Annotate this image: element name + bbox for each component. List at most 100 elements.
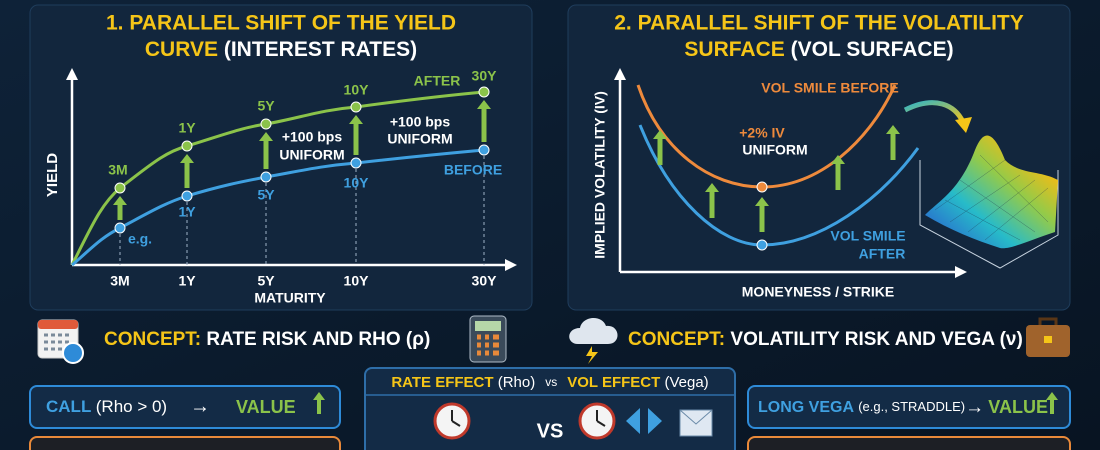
up-arrow [831, 155, 845, 190]
axis-arrow [505, 259, 517, 271]
effect-box [747, 436, 1071, 450]
point [181, 140, 193, 152]
axis-arrow [614, 68, 626, 80]
envelope-icon [679, 409, 713, 437]
effect-arrow: → [190, 395, 210, 417]
transition-arrow-head [955, 117, 972, 133]
clock [62, 342, 84, 364]
x-tick-label: 1Y [178, 273, 196, 289]
point [114, 222, 126, 234]
calculator-icon [469, 315, 507, 363]
yield-panel [29, 4, 533, 311]
clock-icon [578, 402, 616, 440]
effect-condition: (Rho > 0) [96, 397, 167, 416]
clock-icon [433, 402, 471, 440]
concept-label: CONCEPT: [628, 329, 725, 350]
x-tick-label: 5Y [257, 273, 275, 289]
envelope-flap [679, 409, 713, 425]
effect-box [747, 385, 1071, 429]
point [350, 157, 362, 169]
effect-name: CALL [46, 397, 91, 416]
effect-condition: (e.g., STRADDLE) [858, 399, 965, 414]
concept-label: CONCEPT: [104, 329, 201, 350]
axis-arrow [955, 266, 967, 278]
point-label: e.g. [128, 231, 152, 247]
up-arrow [653, 130, 667, 165]
up-arrow [113, 196, 127, 220]
guide-lines [119, 150, 485, 265]
effect-name: LONG VEGA [758, 399, 854, 416]
header-part: (Vega) [664, 374, 708, 391]
annotation: +100 bps [390, 114, 451, 130]
shift-arrows [113, 100, 491, 220]
point-label: 1Y [178, 120, 196, 136]
point-label: 3M [108, 162, 127, 178]
y-axis-label: IMPLIED VOLATILITY (IV) [592, 91, 608, 258]
calendar-top [38, 320, 78, 329]
up-arrow [705, 183, 719, 218]
calendar-grid [44, 333, 72, 351]
point [350, 101, 362, 113]
up-arrow [349, 115, 363, 155]
panel-title: 2. PARALLEL SHIFT OF THE VOLATILITY [614, 12, 1024, 35]
points [114, 86, 490, 234]
point [478, 86, 490, 98]
series-label: VOL SMILE [830, 228, 905, 244]
point [756, 239, 768, 251]
shift-arrows [653, 125, 900, 232]
vol-surface-icon [919, 135, 1059, 269]
up-arrow [259, 132, 273, 169]
panel-title: SURFACE (VOL SURFACE) [684, 38, 953, 61]
title-part: SURFACE [684, 38, 784, 61]
up-arrow [180, 154, 194, 188]
vol-panel [567, 4, 1071, 311]
calendar-icon [37, 319, 84, 364]
y-axis-label: YIELD [44, 153, 61, 197]
effect-result: VALUE [236, 397, 296, 417]
briefcase-lock [1044, 336, 1052, 343]
clock-hands [596, 410, 606, 427]
series-label: BEFORE [444, 162, 502, 178]
annotation: +100 bps [282, 129, 343, 145]
point [756, 181, 768, 193]
point [260, 171, 272, 183]
straddle-icon [626, 408, 662, 434]
clock-hands [451, 410, 461, 427]
x-tick-label: 30Y [472, 273, 498, 289]
cloud [569, 317, 618, 344]
up-arrow [755, 197, 769, 232]
point [260, 118, 272, 130]
point-label: 1Y [178, 204, 196, 220]
effect-box [29, 385, 341, 429]
x-tick-label: 10Y [344, 273, 370, 289]
series-label: AFTER [414, 73, 461, 89]
effect-arrow: → [965, 397, 984, 418]
effect-box [29, 436, 341, 450]
point-label: 30Y [472, 68, 498, 84]
header-part: RATE EFFECT [391, 374, 493, 391]
annotation: UNIFORM [742, 142, 807, 158]
concept-text: RATE RISK AND RHO (ρ) [206, 329, 430, 350]
annotation: +2% IV [739, 125, 785, 141]
calculator-screen [475, 321, 501, 331]
concept: CONCEPT: VOLATILITY RISK AND VEGA (ν) [628, 329, 1023, 350]
briefcase-icon [1026, 317, 1070, 357]
title-part: CURVE [145, 38, 218, 61]
storm-icon [569, 317, 618, 364]
up-arrow [1046, 392, 1058, 414]
effect: CALL (Rho > 0) [46, 397, 167, 416]
bolt [586, 346, 598, 364]
header-part: vs [545, 375, 557, 389]
point [114, 182, 126, 194]
annotation: UNIFORM [279, 147, 344, 163]
series-label: VOL SMILE BEFORE [761, 80, 898, 96]
x-axis-label: MATURITY [254, 290, 326, 306]
header-part: (Rho) [498, 374, 536, 391]
title-part: (VOL SURFACE) [791, 38, 954, 61]
surface-mesh [934, 154, 1049, 241]
concept-text: VOLATILITY RISK AND VEGA (ν) [730, 329, 1022, 350]
after-curve [70, 90, 485, 266]
concept: CONCEPT: RATE RISK AND RHO (ρ) [104, 329, 430, 350]
effect-result: VALUE [988, 397, 1048, 417]
